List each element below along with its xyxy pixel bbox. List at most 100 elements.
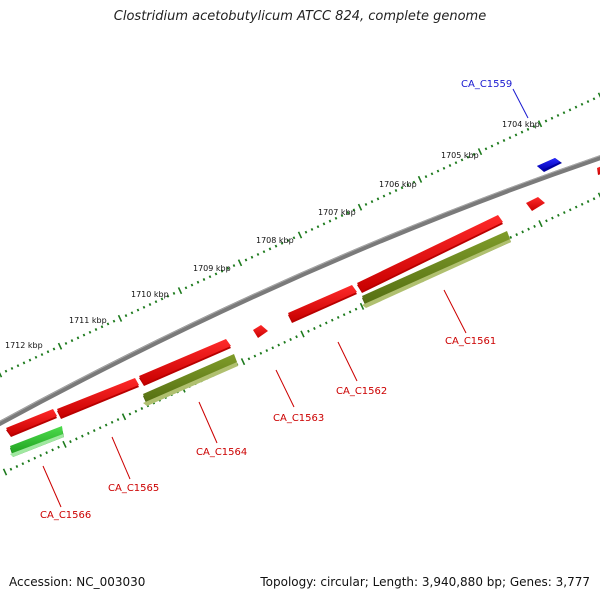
tick-label-1707: 1707 kbp bbox=[318, 208, 356, 217]
minor-tick bbox=[568, 108, 572, 112]
minor-tick bbox=[592, 197, 596, 201]
tick-labels: 1704 kbp 1705 kbp 1706 kbp 1707 kbp 1708… bbox=[5, 120, 540, 350]
minor-tick bbox=[526, 127, 530, 131]
minor-tick bbox=[75, 437, 78, 441]
minor-tick bbox=[508, 136, 512, 140]
major-tick bbox=[240, 358, 246, 366]
minor-tick bbox=[342, 313, 346, 317]
minor-tick bbox=[88, 330, 92, 334]
minor-tick bbox=[354, 307, 358, 311]
gene-ca-c1564-feature[interactable] bbox=[139, 339, 231, 386]
minor-tick bbox=[64, 341, 68, 345]
minor-tick bbox=[10, 366, 14, 370]
minor-tick bbox=[244, 258, 248, 262]
major-tick bbox=[597, 92, 600, 98]
minor-tick bbox=[336, 315, 340, 319]
gene-ca-c1562-feature[interactable] bbox=[288, 285, 357, 323]
minor-tick bbox=[110, 420, 114, 424]
minor-tick bbox=[277, 343, 281, 347]
minor-tick bbox=[214, 272, 218, 276]
minor-tick bbox=[166, 294, 170, 298]
gene-olive-c1561[interactable] bbox=[362, 231, 511, 308]
gene-feature-1559-adj[interactable] bbox=[526, 197, 545, 211]
minor-tick bbox=[364, 202, 368, 206]
gene-label-ca-c1565[interactable]: CA_C1565 bbox=[108, 483, 159, 494]
minor-tick bbox=[502, 139, 506, 142]
minor-tick bbox=[140, 407, 144, 410]
minor-tick bbox=[521, 230, 524, 234]
minor-tick bbox=[448, 164, 452, 167]
minor-tick bbox=[16, 364, 20, 368]
minor-tick bbox=[148, 303, 152, 306]
gene-olive-c1564[interactable] bbox=[143, 354, 238, 406]
gene-ca-c1561-feature[interactable] bbox=[357, 215, 503, 293]
gene-ca-c1559-feature[interactable] bbox=[537, 158, 562, 172]
minor-tick bbox=[460, 158, 464, 162]
minor-tick bbox=[324, 321, 328, 325]
minor-tick bbox=[39, 453, 43, 457]
minor-tick bbox=[130, 311, 134, 315]
minor-tick bbox=[352, 208, 356, 212]
gene-ca-c1563-feature[interactable] bbox=[253, 325, 268, 338]
minor-tick bbox=[307, 329, 310, 333]
minor-tick bbox=[172, 291, 176, 295]
gene-partial-right[interactable] bbox=[597, 165, 600, 175]
minor-tick bbox=[406, 183, 410, 187]
minor-tick bbox=[515, 233, 519, 237]
minor-tick bbox=[22, 361, 26, 365]
genome-backbone bbox=[0, 155, 600, 427]
major-tick bbox=[177, 287, 183, 295]
gene-label-ca-c1562[interactable]: CA_C1562 bbox=[336, 386, 387, 397]
minor-tick bbox=[533, 224, 536, 228]
minor-tick bbox=[586, 200, 590, 203]
minor-tick bbox=[52, 347, 56, 351]
minor-tick bbox=[376, 197, 380, 201]
minor-tick bbox=[328, 219, 332, 223]
minor-tick bbox=[509, 235, 513, 239]
gene-green-c1566[interactable] bbox=[10, 426, 64, 457]
major-tick bbox=[121, 413, 127, 421]
major-tick bbox=[300, 330, 305, 338]
gene-ca-c1565-feature[interactable] bbox=[57, 378, 139, 419]
minor-tick bbox=[292, 236, 296, 240]
minor-tick bbox=[289, 338, 292, 341]
major-tick bbox=[597, 192, 600, 198]
minor-tick bbox=[21, 462, 25, 466]
tick-label-1712: 1712 kbp bbox=[5, 341, 43, 350]
minor-tick bbox=[232, 264, 236, 268]
minor-tick bbox=[319, 324, 322, 328]
minor-tick bbox=[313, 327, 316, 330]
major-tick bbox=[417, 175, 423, 183]
minor-tick bbox=[550, 116, 554, 120]
minor-tick bbox=[382, 194, 386, 198]
page-title: Clostridium acetobutylicum ATCC 824, com… bbox=[113, 9, 487, 24]
minor-tick bbox=[330, 318, 334, 322]
minor-tick bbox=[551, 216, 554, 220]
minor-tick bbox=[283, 340, 286, 344]
tick-label-1706: 1706 kbp bbox=[379, 180, 417, 189]
minor-tick bbox=[69, 440, 72, 444]
gene-ca-c1566-feature[interactable] bbox=[6, 409, 57, 437]
minor-tick bbox=[346, 211, 350, 215]
minor-tick bbox=[532, 125, 536, 129]
minor-tick bbox=[424, 175, 428, 179]
minor-tick bbox=[94, 328, 98, 331]
gene-label-ca-c1563[interactable]: CA_C1563 bbox=[273, 413, 324, 424]
minor-tick bbox=[136, 308, 140, 312]
minor-tick bbox=[253, 354, 257, 358]
gene-label-ca-c1564[interactable]: CA_C1564 bbox=[196, 447, 247, 458]
tick-label-1711: 1711 kbp bbox=[69, 316, 107, 325]
minor-tick bbox=[592, 97, 596, 101]
major-tick bbox=[117, 314, 123, 322]
minor-tick bbox=[28, 358, 32, 362]
gene-label-ca-c1561[interactable]: CA_C1561 bbox=[445, 336, 496, 347]
major-tick bbox=[57, 342, 63, 350]
major-tick bbox=[237, 259, 243, 267]
minor-tick bbox=[262, 250, 266, 254]
gene-label-ca-c1559[interactable]: CA_C1559 bbox=[461, 79, 512, 90]
minor-tick bbox=[280, 241, 284, 245]
minor-tick bbox=[190, 283, 194, 287]
gene-label-ca-c1566[interactable]: CA_C1566 bbox=[40, 510, 91, 521]
minor-tick bbox=[34, 355, 38, 359]
